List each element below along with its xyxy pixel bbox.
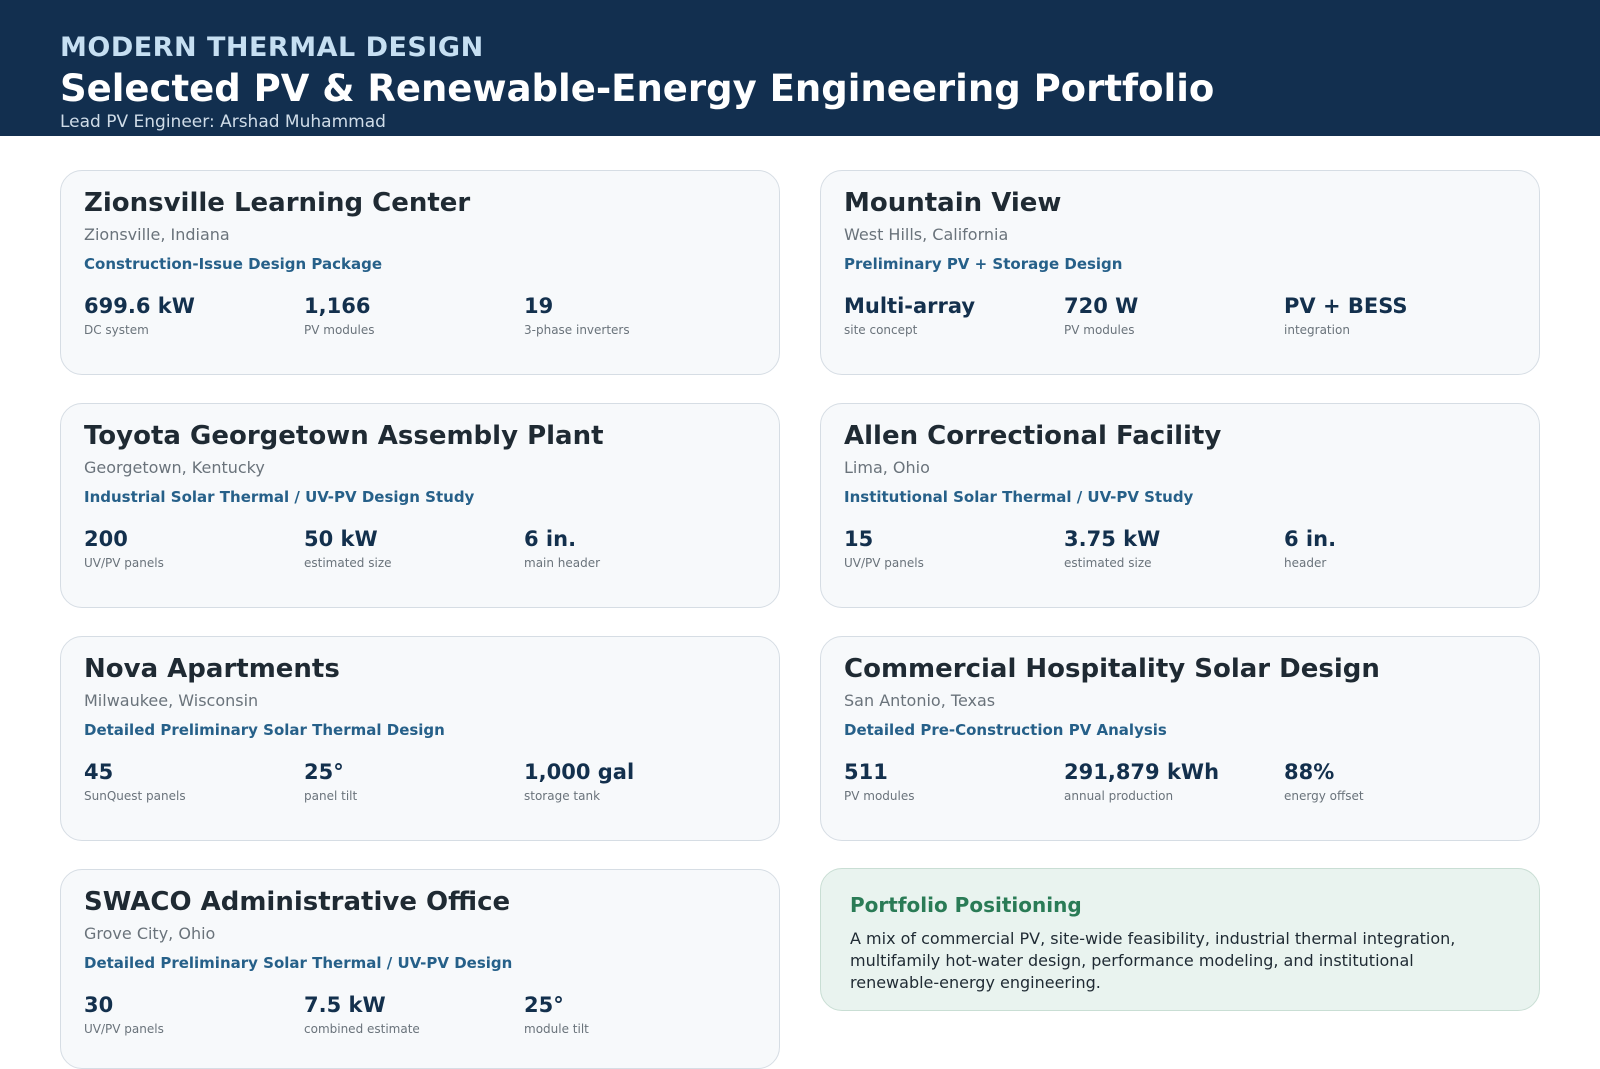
stat-label: storage tank <box>524 789 601 803</box>
stat-value: 6 in. <box>524 527 577 551</box>
project-stat: 6 in. header <box>1284 526 1494 570</box>
stat-label: UV/PV panels <box>84 556 164 570</box>
portfolio-header: MODERN THERMAL DESIGN Selected PV & Rene… <box>0 0 1600 136</box>
project-card-zionsville: Zionsville Learning Center Zionsville, I… <box>60 170 780 375</box>
project-stat: 3.75 kW estimated size <box>1064 526 1274 570</box>
stat-label: combined estimate <box>304 1022 420 1036</box>
project-name: SWACO Administrative Office <box>84 887 511 917</box>
project-name: Toyota Georgetown Assembly Plant <box>84 421 604 451</box>
project-stat: 30 UV/PV panels <box>84 992 294 1036</box>
project-stat: 6 in. main header <box>524 526 734 570</box>
project-stat: 1,000 gal storage tank <box>524 759 734 803</box>
project-location: Georgetown, Kentucky <box>84 458 265 477</box>
positioning-text: A mix of commercial PV, site-wide feasib… <box>850 929 1456 992</box>
project-type: Industrial Solar Thermal / UV-PV Design … <box>84 488 475 506</box>
project-name: Allen Correctional Facility <box>844 421 1222 451</box>
stat-value: 200 <box>84 527 128 551</box>
project-stat: 291,879 kWh annual production <box>1064 759 1274 803</box>
project-stat: 699.6 kW DC system <box>84 293 294 337</box>
project-card-nova-apartments: Nova Apartments Milwaukee, Wisconsin Det… <box>60 636 780 841</box>
project-location: Milwaukee, Wisconsin <box>84 691 259 710</box>
project-card-toyota-georgetown: Toyota Georgetown Assembly Plant Georget… <box>60 403 780 608</box>
stat-label: annual production <box>1064 789 1174 803</box>
project-card-swaco: SWACO Administrative Office Grove City, … <box>60 869 780 1069</box>
project-name: Commercial Hospitality Solar Design <box>844 654 1380 684</box>
project-location: Grove City, Ohio <box>84 924 216 943</box>
stat-label: main header <box>524 556 601 570</box>
page-title: Selected PV & Renewable-Energy Engineeri… <box>60 67 1215 110</box>
stat-value: 511 <box>844 760 888 784</box>
stat-label: PV modules <box>844 789 915 803</box>
stat-label: UV/PV panels <box>84 1022 164 1036</box>
stat-label: DC system <box>84 323 149 337</box>
stat-label: module tilt <box>524 1022 589 1036</box>
stat-value: 1,166 <box>304 294 371 318</box>
stat-value: Multi-array <box>844 294 976 318</box>
project-type: Construction-Issue Design Package <box>84 255 383 273</box>
project-type: Preliminary PV + Storage Design <box>844 255 1123 273</box>
stat-label: estimated size <box>304 556 392 570</box>
stat-value: 3.75 kW <box>1064 527 1161 551</box>
stat-value: 30 <box>84 993 114 1017</box>
stat-label: site concept <box>844 323 918 337</box>
portfolio-positioning-card: Portfolio Positioning A mix of commercia… <box>820 868 1540 1011</box>
project-stat: 511 PV modules <box>844 759 1054 803</box>
project-stat: PV + BESS integration <box>1284 293 1494 337</box>
stat-value: 15 <box>844 527 874 551</box>
stat-value: 720 W <box>1064 294 1139 318</box>
project-stat: 50 kW estimated size <box>304 526 514 570</box>
positioning-title: Portfolio Positioning <box>850 893 1082 917</box>
stat-label: header <box>1284 556 1327 570</box>
stat-label: PV modules <box>304 323 375 337</box>
project-name: Nova Apartments <box>84 654 340 684</box>
stat-value: 699.6 kW <box>84 294 195 318</box>
project-stat: 25° panel tilt <box>304 759 514 803</box>
project-location: Lima, Ohio <box>844 458 930 477</box>
stat-label: integration <box>1284 323 1350 337</box>
project-card-mountain-view: Mountain View West Hills, California Pre… <box>820 170 1540 375</box>
stat-value: 7.5 kW <box>304 993 386 1017</box>
project-name: Mountain View <box>844 188 1062 218</box>
stat-value: 50 kW <box>304 527 378 551</box>
project-stat: 15 UV/PV panels <box>844 526 1054 570</box>
stat-label: energy offset <box>1284 789 1364 803</box>
stat-label: estimated size <box>1064 556 1152 570</box>
stat-value: 45 <box>84 760 114 784</box>
project-card-allen-correctional: Allen Correctional Facility Lima, Ohio I… <box>820 403 1540 608</box>
stat-value: 25° <box>524 993 564 1017</box>
project-location: West Hills, California <box>844 225 1009 244</box>
stat-value: 1,000 gal <box>524 760 635 784</box>
project-stat: 19 3-phase inverters <box>524 293 734 337</box>
stat-value: 88% <box>1284 760 1335 784</box>
firm-name: MODERN THERMAL DESIGN <box>60 32 484 63</box>
project-stat: 45 SunQuest panels <box>84 759 294 803</box>
project-stat: 1,166 PV modules <box>304 293 514 337</box>
project-name: Zionsville Learning Center <box>84 188 471 218</box>
stat-label: 3-phase inverters <box>524 323 630 337</box>
project-stat: 720 W PV modules <box>1064 293 1274 337</box>
project-location: San Antonio, Texas <box>844 691 996 710</box>
project-stat: 25° module tilt <box>524 992 734 1036</box>
project-card-commercial-hospitality: Commercial Hospitality Solar Design San … <box>820 636 1540 841</box>
project-stat: 7.5 kW combined estimate <box>304 992 514 1036</box>
stat-label: SunQuest panels <box>84 789 186 803</box>
project-stat: 200 UV/PV panels <box>84 526 294 570</box>
project-type: Institutional Solar Thermal / UV-PV Stud… <box>844 488 1194 506</box>
project-stat: Multi-array site concept <box>844 293 1054 337</box>
stat-label: UV/PV panels <box>844 556 924 570</box>
project-type: Detailed Preliminary Solar Thermal / UV-… <box>84 954 513 972</box>
project-type: Detailed Preliminary Solar Thermal Desig… <box>84 721 445 739</box>
project-stat: 88% energy offset <box>1284 759 1494 803</box>
stat-value: PV + BESS <box>1284 294 1408 318</box>
stat-value: 6 in. <box>1284 527 1337 551</box>
stat-label: panel tilt <box>304 789 358 803</box>
project-type: Detailed Pre-Construction PV Analysis <box>844 721 1167 739</box>
project-location: Zionsville, Indiana <box>84 225 230 244</box>
stat-value: 291,879 kWh <box>1064 760 1220 784</box>
stat-value: 25° <box>304 760 344 784</box>
page-subtitle: Lead PV Engineer: Arshad Muhammad <box>60 112 386 132</box>
stat-value: 19 <box>524 294 554 318</box>
stat-label: PV modules <box>1064 323 1135 337</box>
